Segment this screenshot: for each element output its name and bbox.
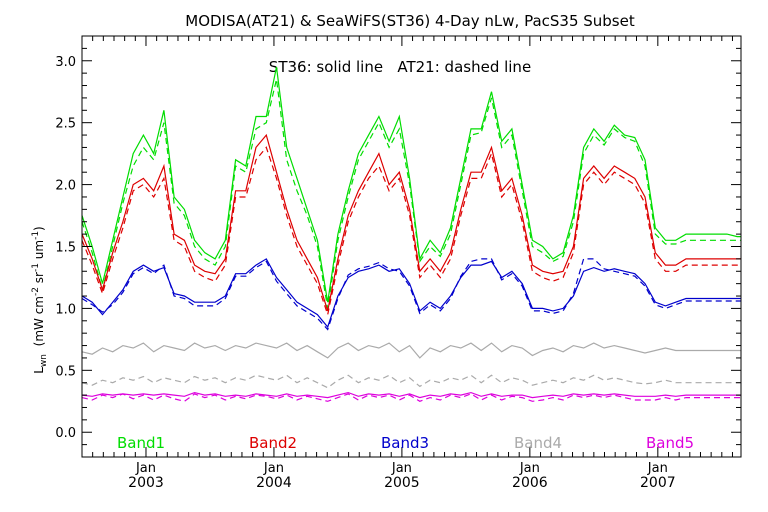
- x-tick-month: Jan: [135, 461, 156, 476]
- y-axis-units-sup2: -1: [31, 263, 41, 272]
- y-tick-label: 2.5: [55, 117, 76, 132]
- x-tick-year: 2004: [256, 475, 292, 491]
- x-tick-year: 2007: [640, 475, 676, 491]
- y-tick-label: 2.0: [55, 179, 76, 194]
- chart-title: MODISA(AT21) & SeaWiFS(ST36) 4-Day nLw, …: [185, 12, 635, 30]
- series-band4-st36: [81, 342, 741, 359]
- series-band3-at21: [81, 258, 741, 331]
- series-band3-st36: [81, 258, 741, 329]
- plot-frame: [81, 35, 742, 458]
- y-axis-symbol: L: [32, 367, 46, 374]
- y-tick-label: 3.0: [55, 55, 76, 70]
- y-axis-units-mid: sr: [32, 272, 46, 287]
- x-tick-year: 2005: [384, 475, 420, 491]
- y-ticks: 0.0 0.5 1.0 1.5 2.0 2.5 3.0: [55, 47, 741, 446]
- x-tick-month: Jan: [647, 461, 668, 476]
- y-axis-units-end: um: [32, 240, 46, 263]
- plot-lines: [81, 66, 741, 402]
- y-axis-subscript: wn: [39, 354, 49, 367]
- series-band2-st36: [81, 133, 741, 312]
- series-band1-st36: [81, 66, 741, 303]
- x-tick-year: 2006: [512, 475, 548, 491]
- x-tick-month: Jan: [263, 461, 284, 476]
- y-axis-units-sup3: -1: [31, 231, 41, 240]
- chart-annotation: ST36: solid line AT21: dashed line: [269, 58, 531, 76]
- series-band4-at21: [81, 374, 741, 389]
- series-band2-at21: [81, 146, 741, 317]
- legend: Band1 Band2 Band3 Band4 Band5: [117, 434, 694, 452]
- y-tick-label: 0.0: [55, 426, 76, 441]
- series-band5-st36: [81, 391, 741, 399]
- axes: [81, 35, 742, 458]
- legend-band1: Band1: [117, 434, 165, 452]
- y-tick-label: 0.5: [55, 364, 76, 379]
- y-tick-label: 1.0: [55, 302, 76, 317]
- series-band1-at21: [81, 79, 741, 309]
- y-axis-units-sup1: -2: [31, 287, 41, 296]
- series-band5-at21: [81, 393, 741, 402]
- legend-band3: Band3: [381, 434, 429, 452]
- x-tick-month: Jan: [519, 461, 540, 476]
- legend-band5: Band5: [646, 434, 694, 452]
- y-axis-units-close: ): [32, 226, 46, 231]
- y-tick-label: 1.5: [55, 241, 76, 256]
- x-tick-year: 2003: [128, 475, 164, 491]
- legend-band2: Band2: [249, 434, 297, 452]
- y-axis-units: (mW cm: [32, 296, 46, 346]
- x-tick-month: Jan: [391, 461, 412, 476]
- y-axis-label: Lwn (mW cm-2 sr-1 um-1): [31, 226, 49, 374]
- legend-band4: Band4: [514, 434, 562, 452]
